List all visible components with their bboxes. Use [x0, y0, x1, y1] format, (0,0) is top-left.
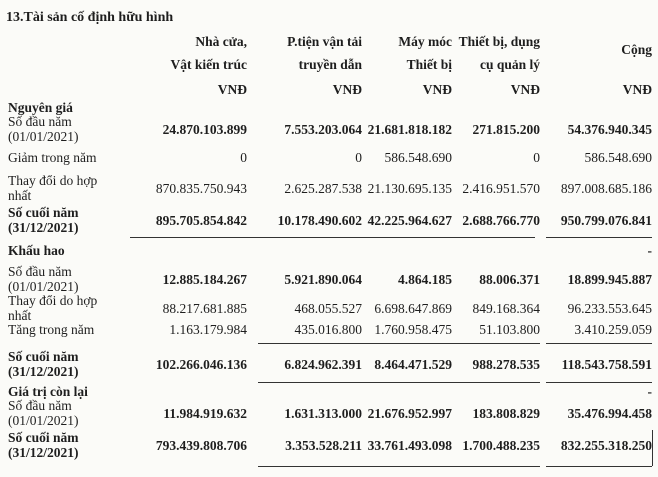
- cell-value: 12.885.184.267: [162, 272, 247, 287]
- cell-value: 849.168.364: [472, 301, 541, 316]
- cell-value: 33.761.493.098: [367, 438, 452, 453]
- cell-value: 0: [240, 150, 247, 165]
- cell-value: 1.700.488.235: [462, 438, 540, 453]
- column-header-line2: cụ quản lý: [479, 57, 540, 72]
- cell-value: 468.055.527: [294, 301, 363, 316]
- cell-value: 102.266.046.136: [155, 357, 247, 372]
- cell-value: 24.870.103.899: [162, 122, 247, 137]
- row-label: (31/12/2021): [8, 445, 79, 460]
- cell-value: -: [647, 243, 653, 258]
- cell-value: 2.416.951.570: [462, 181, 540, 196]
- row-label: Giá trị còn lại: [8, 384, 88, 399]
- cell-value: 21.130.695.135: [367, 181, 452, 196]
- cell-value: 0: [533, 150, 540, 165]
- cell-value: 1.163.179.984: [169, 322, 247, 337]
- column-header: P.tiện vận tải: [287, 34, 362, 49]
- cell-value: 0: [355, 150, 362, 165]
- cell-value: 3.353.528.211: [285, 438, 362, 453]
- column-unit: VNĐ: [622, 82, 652, 97]
- cell-value: 10.178.490.602: [277, 213, 362, 228]
- cell-value: 51.103.800: [479, 322, 540, 337]
- cell-value: 832.255.318.250: [560, 438, 652, 453]
- row-label: (01/01/2021): [8, 129, 79, 144]
- rule-line: [546, 382, 652, 383]
- cell-value: 88.006.371: [479, 272, 540, 287]
- border-line: [652, 430, 653, 466]
- column-header: Nhà cửa,: [195, 34, 247, 49]
- column-unit: VNĐ: [217, 82, 247, 97]
- row-label: Tăng trong năm: [8, 322, 95, 337]
- column-unit: VNĐ: [510, 82, 540, 97]
- cell-value: 586.548.690: [384, 150, 453, 165]
- row-label: (31/12/2021): [8, 364, 79, 379]
- rule-line: [130, 237, 535, 238]
- section-title: 13.Tài sản cố định hữu hình: [6, 10, 174, 25]
- cell-value: 21.676.952.997: [367, 406, 452, 421]
- cell-value: 2.688.766.770: [462, 213, 540, 228]
- cell-value: 35.476.994.458: [567, 406, 652, 421]
- row-label: nhất: [8, 188, 32, 203]
- row-label: Số cuối năm: [8, 430, 79, 445]
- row-label: Số đầu năm: [8, 264, 72, 279]
- row-label: Số đầu năm: [8, 114, 72, 129]
- rule-line: [258, 382, 540, 383]
- cell-value: 1.631.313.000: [284, 406, 362, 421]
- cell-value: 96.233.553.645: [567, 301, 652, 316]
- cell-value: 118.543.758.591: [561, 357, 652, 372]
- row-label: (01/01/2021): [8, 413, 79, 428]
- cell-value: 11.984.919.632: [163, 406, 247, 421]
- column-unit: VNĐ: [332, 82, 362, 97]
- cell-value: 586.548.690: [584, 150, 653, 165]
- cell-value: 6.698.647.869: [374, 301, 452, 316]
- rule-line: [546, 466, 652, 467]
- row-label: (01/01/2021): [8, 279, 79, 294]
- column-header-line2: truyền dẫn: [298, 57, 362, 72]
- rule-line: [546, 237, 652, 238]
- cell-value: 3.410.259.059: [574, 322, 652, 337]
- row-label: Số cuối năm: [8, 349, 79, 364]
- cell-value: 42.225.964.627: [367, 213, 452, 228]
- cell-value: 88.217.681.885: [162, 301, 247, 316]
- row-label: Số đầu năm: [8, 398, 72, 413]
- row-label: nhất: [8, 308, 32, 323]
- cell-value: 435.016.800: [294, 322, 363, 337]
- cell-value: 4.864.185: [398, 272, 452, 287]
- row-label: (31/12/2021): [8, 220, 79, 235]
- column-header-line2: Thiết bị: [406, 57, 452, 72]
- row-label: Khấu hao: [8, 243, 65, 258]
- row-label: Số cuối năm: [8, 205, 79, 220]
- cell-value: 18.899.945.887: [567, 272, 652, 287]
- cell-value: 271.815.200: [472, 122, 541, 137]
- rule-line: [258, 466, 540, 467]
- cell-value: 183.808.829: [472, 406, 541, 421]
- cell-value: 2.625.287.538: [284, 181, 362, 196]
- row-label: Thay đổi do hợp: [8, 293, 98, 308]
- column-header-line2: Vật kiến trúc: [170, 57, 248, 72]
- rule-line: [258, 343, 540, 344]
- cell-value: 870.835.750.943: [155, 181, 247, 196]
- row-label: Thay đổi do hợp: [8, 173, 98, 188]
- cell-value: 950.799.076.841: [560, 213, 652, 228]
- cell-value: -: [647, 384, 653, 399]
- cell-value: 8.464.471.529: [374, 357, 452, 372]
- cell-value: 895.705.854.842: [155, 213, 247, 228]
- cell-value: 6.824.962.391: [284, 357, 362, 372]
- cell-value: 897.008.685.186: [560, 181, 652, 196]
- cell-value: 1.760.958.475: [374, 322, 452, 337]
- cell-value: 5.921.890.064: [284, 272, 362, 287]
- cell-value: 793.439.808.706: [155, 438, 247, 453]
- column-header: Máy móc: [398, 34, 452, 49]
- column-unit: VNĐ: [422, 82, 452, 97]
- cell-value: 7.553.203.064: [284, 122, 362, 137]
- cell-value: 21.681.818.182: [367, 122, 452, 137]
- row-label: Nguyên giá: [8, 100, 73, 115]
- column-header: Cộng: [621, 42, 652, 57]
- column-header: Thiết bị, dụng: [458, 34, 540, 49]
- rule-line: [546, 343, 652, 344]
- cell-value: 54.376.940.345: [567, 122, 652, 137]
- cell-value: 988.278.535: [472, 357, 541, 372]
- row-label: Giảm trong năm: [8, 150, 97, 165]
